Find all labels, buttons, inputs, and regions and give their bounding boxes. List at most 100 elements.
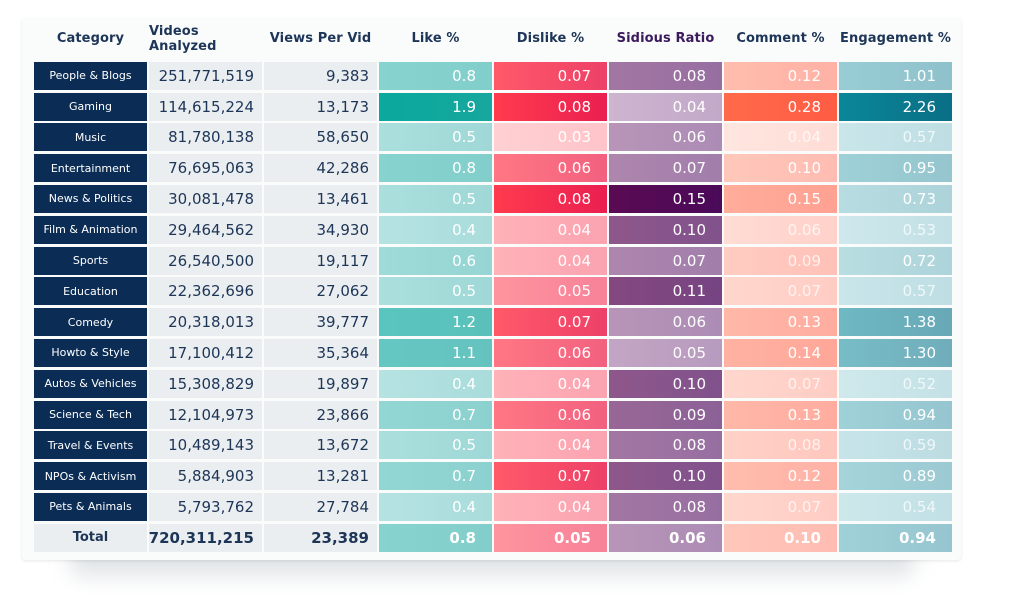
comment-cell: 0.09 (724, 246, 837, 275)
comment-cell: 0.07 (724, 369, 837, 398)
category-label[interactable]: Pets & Animals (34, 492, 147, 521)
videos-analyzed-cell: 251,771,519 (149, 61, 262, 90)
engagement-cell: 0.72 (839, 246, 952, 275)
engagement-cell: 0.57 (839, 277, 952, 306)
views-per-vid-cell: 27,784 (264, 492, 377, 521)
sidious-cell: 0.06 (609, 123, 722, 152)
comment-cell: 0.13 (724, 308, 837, 337)
like-cell: 0.4 (379, 369, 492, 398)
comment-cell: 0.15 (724, 184, 837, 213)
videos-analyzed-cell: 20,318,013 (149, 308, 262, 337)
dislike-cell: 0.07 (494, 462, 607, 491)
engagement-cell: 0.52 (839, 369, 952, 398)
category-label[interactable]: Sports (34, 246, 147, 275)
like-cell: 0.5 (379, 431, 492, 460)
videos-analyzed-cell: 5,793,762 (149, 492, 262, 521)
comment-cell: 0.10 (724, 154, 837, 183)
category-label[interactable]: Travel & Events (34, 431, 147, 460)
videos-analyzed-cell: 5,884,903 (149, 462, 262, 491)
like-cell: 0.5 (379, 277, 492, 306)
table-card: Category Videos Analyzed Views Per Vid L… (22, 18, 961, 560)
comment-cell: 0.13 (724, 400, 837, 429)
category-label[interactable]: Comedy (34, 308, 147, 337)
category-label[interactable]: Howto & Style (34, 338, 147, 367)
sidious-cell: 0.05 (609, 338, 722, 367)
sidious-cell: 0.08 (609, 431, 722, 460)
engagement-cell: 0.89 (839, 462, 952, 491)
dislike-cell: 0.04 (494, 215, 607, 244)
sidious-cell: 0.07 (609, 246, 722, 275)
dislike-cell: 0.04 (494, 369, 607, 398)
views-per-vid-cell: 19,897 (264, 369, 377, 398)
like-cell: 0.8 (379, 154, 492, 183)
category-label[interactable]: People & Blogs (34, 61, 147, 90)
category-label[interactable]: Film & Animation (34, 215, 147, 244)
dislike-cell: 0.06 (494, 400, 607, 429)
like-cell: 0.6 (379, 246, 492, 275)
views-per-vid-cell: 19,117 (264, 246, 377, 275)
like-cell: 1.9 (379, 92, 492, 121)
videos-analyzed-cell: 26,540,500 (149, 246, 262, 275)
sidious-cell: 0.15 (609, 184, 722, 213)
dislike-cell: 0.06 (494, 338, 607, 367)
dislike-cell: 0.08 (494, 184, 607, 213)
header-category[interactable]: Category (56, 31, 125, 46)
videos-analyzed-cell: 29,464,562 (149, 215, 262, 244)
comment-cell: 0.08 (724, 431, 837, 460)
sidious-cell: 0.06 (609, 308, 722, 337)
sidious-cell: 0.10 (609, 462, 722, 491)
total-views-per-vid: 23,389 (264, 523, 377, 552)
videos-analyzed-cell: 30,081,478 (149, 184, 262, 213)
total-like-cell: 0.8 (379, 523, 492, 552)
header-dislike-pct[interactable]: Dislike % (516, 31, 585, 46)
engagement-cell: 0.59 (839, 431, 952, 460)
comment-cell: 0.07 (724, 492, 837, 521)
total-sidious-cell: 0.06 (609, 523, 722, 552)
category-label[interactable]: Entertainment (34, 154, 147, 183)
views-per-vid-cell: 23,866 (264, 400, 377, 429)
dislike-cell: 0.07 (494, 308, 607, 337)
views-per-vid-cell: 27,062 (264, 277, 377, 306)
dislike-cell: 0.08 (494, 92, 607, 121)
dislike-cell: 0.06 (494, 154, 607, 183)
header-engagement-pct[interactable]: Engagement % (840, 31, 951, 46)
dislike-cell: 0.04 (494, 246, 607, 275)
videos-analyzed-cell: 81,780,138 (149, 123, 262, 152)
category-label[interactable]: Education (34, 277, 147, 306)
category-label[interactable]: Science & Tech (34, 400, 147, 429)
engagement-cell: 0.95 (839, 154, 952, 183)
like-cell: 1.2 (379, 308, 492, 337)
category-label[interactable]: Music (34, 123, 147, 152)
views-per-vid-cell: 13,461 (264, 184, 377, 213)
header-sidious-ratio[interactable]: Sidious Ratio (616, 31, 715, 46)
videos-analyzed-cell: 114,615,224 (149, 92, 262, 121)
dislike-cell: 0.07 (494, 61, 607, 90)
like-cell: 0.7 (379, 400, 492, 429)
category-label[interactable]: Autos & Vehicles (34, 369, 147, 398)
engagement-cell: 0.53 (839, 215, 952, 244)
dislike-cell: 0.05 (494, 277, 607, 306)
engagement-cell: 0.73 (839, 184, 952, 213)
category-label[interactable]: NPOs & Activism (34, 462, 147, 491)
category-label[interactable]: Gaming (34, 92, 147, 121)
dislike-cell: 0.03 (494, 123, 607, 152)
engagement-cell: 0.54 (839, 492, 952, 521)
dislike-cell: 0.04 (494, 431, 607, 460)
sidious-cell: 0.08 (609, 492, 722, 521)
videos-analyzed-cell: 17,100,412 (149, 338, 262, 367)
videos-analyzed-cell: 22,362,696 (149, 277, 262, 306)
dislike-cell: 0.04 (494, 492, 607, 521)
sidious-cell: 0.07 (609, 154, 722, 183)
total-videos-analyzed: 720,311,215 (149, 523, 262, 552)
header-like-pct[interactable]: Like % (411, 31, 460, 46)
header-videos-analyzed[interactable]: Videos Analyzed (149, 23, 217, 54)
sidious-cell: 0.10 (609, 369, 722, 398)
header-comment-pct[interactable]: Comment % (736, 31, 825, 46)
videos-analyzed-cell: 12,104,973 (149, 400, 262, 429)
sidious-cell: 0.09 (609, 400, 722, 429)
like-cell: 0.4 (379, 492, 492, 521)
engagement-cell: 1.30 (839, 338, 952, 367)
views-per-vid-cell: 39,777 (264, 308, 377, 337)
category-label[interactable]: News & Politics (34, 184, 147, 213)
header-views-per-vid[interactable]: Views Per Vid (269, 31, 372, 46)
